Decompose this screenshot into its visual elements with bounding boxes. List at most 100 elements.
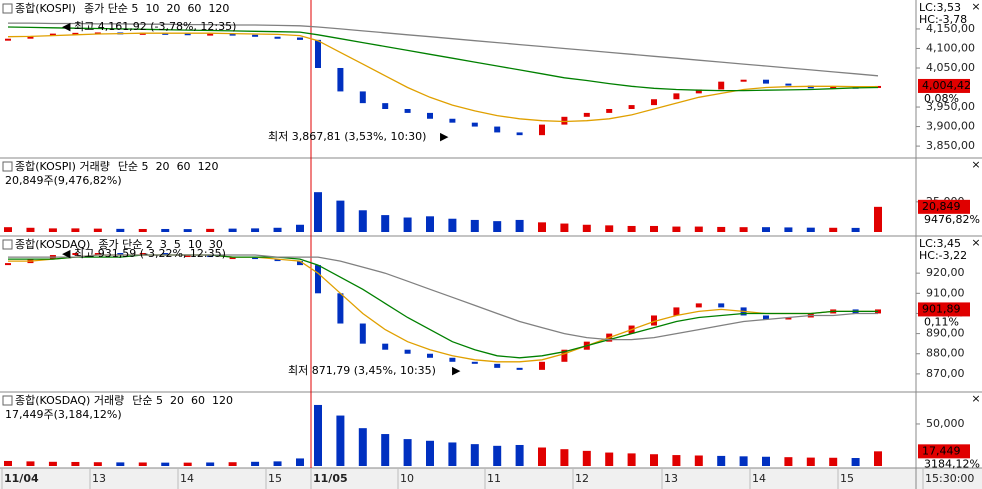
candle	[229, 257, 236, 260]
volume-bar	[183, 462, 192, 466]
volume-bar	[71, 228, 80, 232]
legend-item: 20	[166, 2, 180, 15]
candle	[207, 255, 214, 258]
candle	[539, 124, 545, 136]
y-tick-label: 3,850,00	[926, 139, 975, 152]
candle	[673, 93, 680, 100]
volume-bar	[296, 458, 304, 466]
close-button[interactable]: ×	[971, 392, 980, 405]
volume-bar	[694, 455, 703, 466]
volume-bar	[470, 444, 479, 466]
volume-bar	[627, 453, 636, 466]
candle	[207, 33, 214, 36]
volume-bar	[161, 228, 170, 232]
volume-bar	[582, 224, 591, 232]
volume-bar	[874, 451, 882, 466]
y-tick-label: 3,950,00	[926, 100, 975, 113]
close-button[interactable]: ×	[971, 158, 980, 171]
checkbox[interactable]	[2, 239, 13, 250]
volume-bar	[851, 458, 860, 466]
last-value-box	[918, 302, 970, 317]
candle	[315, 39, 321, 68]
volume-bar	[874, 206, 882, 232]
panel-title: 종합(KOSPI)	[15, 2, 76, 15]
volume-bar	[717, 455, 726, 466]
candle	[72, 32, 79, 35]
time-axis-bg	[0, 468, 982, 489]
candle	[72, 253, 79, 256]
volume-bar	[605, 452, 614, 466]
candle	[27, 35, 34, 39]
candle	[718, 81, 725, 90]
legend-item: 5	[174, 238, 181, 251]
volume-bar	[314, 192, 322, 232]
candle	[449, 118, 456, 123]
candle	[427, 112, 433, 119]
low-arrow: ▶	[440, 130, 449, 143]
last-value: 4,004,42	[922, 79, 971, 92]
candle	[162, 253, 169, 256]
low-annotation: 최저 871,79 (3,45%, 10:35)	[288, 364, 436, 377]
candle	[561, 116, 568, 125]
candle	[359, 323, 366, 344]
volume-bar	[650, 454, 658, 466]
legend-item: 120	[208, 2, 229, 15]
change-value: 0,11%	[924, 315, 959, 328]
checkbox[interactable]	[2, 161, 13, 172]
candle	[695, 89, 702, 94]
time-label: 12	[575, 472, 589, 485]
volume-bar	[426, 440, 434, 466]
volume-bar	[538, 447, 546, 466]
volume-bar	[448, 442, 457, 466]
volume-bar	[138, 228, 147, 232]
volume-bar	[851, 227, 860, 232]
volume-bar	[71, 461, 80, 466]
volume-bar	[228, 228, 237, 232]
candle	[561, 349, 568, 362]
volume-bar	[93, 462, 102, 466]
volume-bar	[448, 218, 457, 232]
ma-line	[8, 254, 878, 341]
volume-info: 20,849주(9,476,82%)	[5, 174, 122, 187]
volume-bar	[251, 461, 260, 466]
time-label: 14	[180, 472, 194, 485]
time-label: 15	[268, 472, 282, 485]
volume-bar	[381, 434, 390, 466]
volume-bar	[582, 450, 591, 466]
candle	[94, 253, 101, 256]
volume-bar	[183, 229, 192, 232]
last-value-box	[918, 199, 970, 214]
panel-title: 종합(KOSDAQ)	[15, 238, 90, 251]
volume-bar	[251, 228, 260, 232]
candle	[184, 33, 191, 36]
checkbox[interactable]	[2, 395, 13, 406]
candle	[274, 259, 281, 262]
last-value: 20,849	[922, 200, 961, 213]
candle	[427, 353, 433, 358]
candle	[5, 263, 11, 266]
candle	[404, 108, 411, 113]
candle	[184, 255, 191, 258]
candle	[315, 265, 321, 294]
volume-bar	[784, 227, 793, 232]
volume-bar	[560, 223, 569, 232]
hc-label: HC:-3,22	[919, 249, 967, 262]
close-button[interactable]: ×	[971, 236, 980, 249]
volume-bar	[403, 439, 412, 466]
y-tick-label: 870,00	[926, 367, 965, 380]
volume-bar	[672, 226, 681, 232]
volume-bar	[605, 225, 614, 232]
volume-bar	[784, 457, 793, 466]
volume-bar	[739, 456, 748, 466]
volume-bar	[273, 461, 282, 466]
volume-bar	[829, 457, 838, 466]
close-button[interactable]: ×	[971, 0, 980, 13]
candle	[539, 361, 545, 370]
legend-item: 20	[170, 394, 184, 407]
volume-bar	[336, 415, 345, 466]
lc-label: LC:3,53	[919, 1, 961, 14]
candle	[583, 112, 590, 117]
candle	[763, 315, 769, 320]
checkbox[interactable]	[2, 3, 13, 14]
